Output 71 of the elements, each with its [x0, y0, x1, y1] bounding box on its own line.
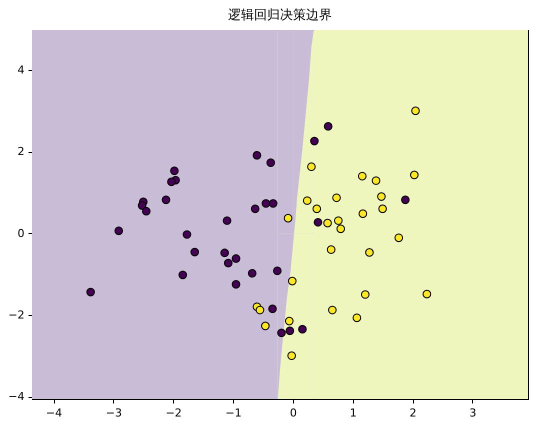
point: [138, 201, 146, 210]
point: [261, 322, 270, 330]
point: [288, 276, 297, 286]
point: [334, 216, 343, 225]
point: [358, 172, 367, 180]
point: [220, 248, 229, 258]
point: [312, 204, 322, 214]
point: [224, 258, 233, 268]
y-tick-label: −2: [8, 308, 24, 322]
y-tick-label: 4: [18, 64, 24, 76]
point: [302, 196, 312, 205]
point: [310, 136, 319, 146]
point: [394, 233, 404, 242]
point: [410, 170, 419, 180]
point: [314, 218, 322, 227]
point: [86, 288, 95, 296]
point: [262, 199, 270, 208]
point: [248, 268, 256, 278]
chart-title: 逻辑回归决策边界: [228, 8, 332, 23]
point: [250, 204, 260, 214]
point: [266, 158, 276, 167]
point: [222, 216, 232, 225]
point: [377, 192, 386, 201]
y-tick-label: 0: [18, 226, 24, 240]
x-tick-label: 1: [350, 406, 357, 420]
y-tick-label: 2: [18, 145, 24, 158]
point: [326, 245, 336, 254]
point: [286, 326, 294, 336]
x-tick-label: 3: [469, 406, 476, 420]
point: [268, 304, 277, 314]
point: [422, 290, 432, 298]
point: [142, 206, 151, 216]
point: [162, 196, 170, 204]
point: [298, 324, 307, 334]
point: [284, 214, 292, 222]
x-tick-label: −1: [225, 406, 242, 420]
point: [252, 151, 262, 160]
point: [178, 270, 188, 280]
point: [360, 290, 370, 299]
point: [307, 162, 316, 172]
point: [273, 266, 282, 276]
point: [232, 254, 240, 263]
point: [323, 218, 332, 228]
point: [287, 351, 296, 360]
point: [268, 199, 278, 208]
point: [232, 280, 240, 289]
x-tick-label: −2: [166, 406, 182, 420]
point: [336, 224, 346, 234]
point: [167, 178, 176, 186]
y-tick-label: −4: [8, 390, 24, 404]
point: [114, 226, 124, 236]
point: [332, 193, 341, 202]
point: [352, 313, 362, 322]
point: [256, 306, 264, 314]
x-tick-label: 0: [290, 406, 297, 420]
point: [328, 306, 337, 314]
point: [284, 316, 294, 326]
point: [277, 328, 286, 338]
point: [411, 106, 420, 116]
x-tick-label: −4: [46, 406, 62, 420]
point: [365, 248, 374, 257]
x-tick-label: −3: [106, 406, 122, 420]
point: [182, 230, 192, 239]
point: [378, 204, 387, 214]
point: [372, 176, 380, 185]
point: [324, 122, 332, 131]
x-tick-label: 2: [410, 406, 417, 420]
point: [358, 209, 368, 218]
point: [190, 248, 200, 256]
point: [401, 196, 410, 204]
point: [170, 166, 179, 176]
